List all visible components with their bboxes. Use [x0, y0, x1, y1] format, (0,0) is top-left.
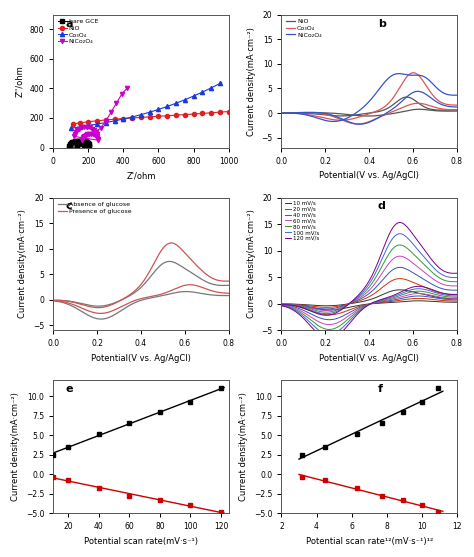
X-axis label: Z'/ohm: Z'/ohm: [126, 171, 155, 180]
X-axis label: Potential(V vs. Ag/AgCl): Potential(V vs. Ag/AgCl): [319, 171, 419, 180]
Y-axis label: Current density(mA·cm⁻²): Current density(mA·cm⁻²): [239, 393, 248, 501]
Text: f: f: [378, 384, 383, 394]
X-axis label: Potential scan rate(mV·s⁻¹): Potential scan rate(mV·s⁻¹): [84, 537, 198, 546]
Text: c: c: [65, 202, 72, 212]
Text: d: d: [378, 202, 386, 212]
X-axis label: Potential(V vs. Ag/AgCl): Potential(V vs. Ag/AgCl): [319, 354, 419, 363]
Y-axis label: Current density(mA·cm⁻²): Current density(mA·cm⁻²): [11, 393, 20, 501]
Text: a: a: [65, 18, 73, 28]
Text: e: e: [65, 384, 73, 394]
Legend: 10 mV/s, 20 mV/s, 40 mV/s, 60 mV/s, 80 mV/s, 100 mV/s, 120 mV/s: 10 mV/s, 20 mV/s, 40 mV/s, 60 mV/s, 80 m…: [284, 201, 319, 241]
Legend: NiO, Co₃O₄, NiCo₂O₄: NiO, Co₃O₄, NiCo₂O₄: [284, 18, 323, 39]
Y-axis label: Current density(mA·cm⁻²): Current density(mA·cm⁻²): [18, 209, 27, 319]
Y-axis label: Z''/ohm: Z''/ohm: [15, 65, 24, 97]
X-axis label: Potential scan rate¹²(mV·s⁻¹)¹²: Potential scan rate¹²(mV·s⁻¹)¹²: [306, 537, 433, 546]
Legend: bare GCE, NiO, Co₃O₄, NiCo₂O₄: bare GCE, NiO, Co₃O₄, NiCo₂O₄: [56, 18, 100, 46]
Y-axis label: Current density(mA·cm⁻²): Current density(mA·cm⁻²): [246, 209, 255, 319]
Text: b: b: [378, 18, 386, 28]
Y-axis label: Current density(mA·cm⁻²): Current density(mA·cm⁻²): [246, 27, 255, 135]
Legend: Absence of glucose, Presence of glucose: Absence of glucose, Presence of glucose: [56, 201, 133, 215]
X-axis label: Potential(V vs. Ag/AgCl): Potential(V vs. Ag/AgCl): [91, 354, 191, 363]
